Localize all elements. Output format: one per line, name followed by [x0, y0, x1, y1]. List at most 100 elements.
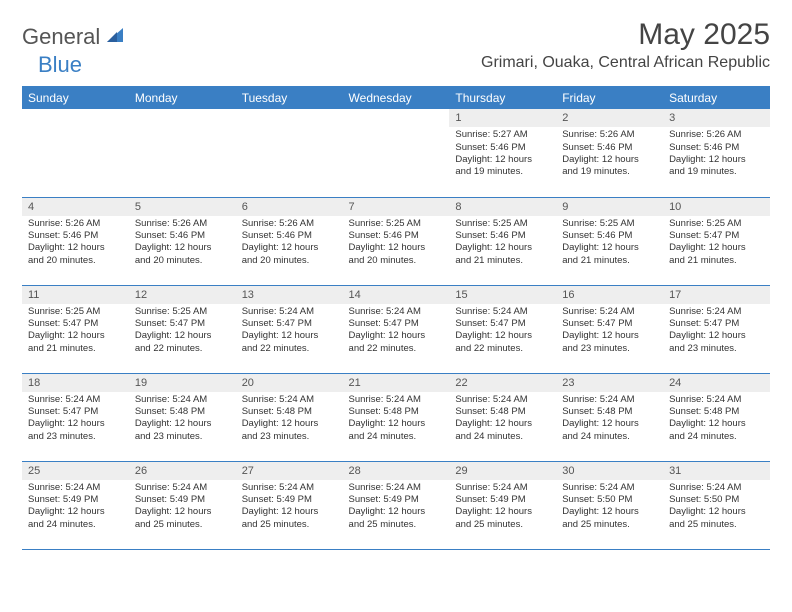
sunrise-line: Sunrise: 5:24 AM — [562, 306, 657, 318]
day-number: 2 — [556, 109, 663, 127]
day-details: Sunrise: 5:24 AMSunset: 5:49 PMDaylight:… — [236, 480, 343, 535]
sunset-line: Sunset: 5:47 PM — [669, 318, 764, 330]
sunrise-line: Sunrise: 5:26 AM — [242, 218, 337, 230]
day-details: Sunrise: 5:24 AMSunset: 5:50 PMDaylight:… — [663, 480, 770, 535]
day-number: 18 — [22, 374, 129, 392]
daylight-line: Daylight: 12 hours and 25 minutes. — [135, 506, 230, 531]
calendar-day-cell: 10Sunrise: 5:25 AMSunset: 5:47 PMDayligh… — [663, 197, 770, 285]
day-number: 6 — [236, 198, 343, 216]
day-details: Sunrise: 5:25 AMSunset: 5:46 PMDaylight:… — [449, 216, 556, 271]
calendar-day-cell: 25Sunrise: 5:24 AMSunset: 5:49 PMDayligh… — [22, 461, 129, 549]
calendar-day-cell: 30Sunrise: 5:24 AMSunset: 5:50 PMDayligh… — [556, 461, 663, 549]
daylight-line: Daylight: 12 hours and 25 minutes. — [669, 506, 764, 531]
day-number: 17 — [663, 286, 770, 304]
calendar-day-cell: 22Sunrise: 5:24 AMSunset: 5:48 PMDayligh… — [449, 373, 556, 461]
calendar-week-row: 4Sunrise: 5:26 AMSunset: 5:46 PMDaylight… — [22, 197, 770, 285]
calendar-day-cell: 18Sunrise: 5:24 AMSunset: 5:47 PMDayligh… — [22, 373, 129, 461]
day-number: 11 — [22, 286, 129, 304]
sunset-line: Sunset: 5:49 PM — [349, 494, 444, 506]
calendar-day-cell: 19Sunrise: 5:24 AMSunset: 5:48 PMDayligh… — [129, 373, 236, 461]
sunrise-line: Sunrise: 5:26 AM — [562, 129, 657, 141]
brand-part2: Blue — [38, 52, 82, 78]
sunset-line: Sunset: 5:46 PM — [669, 142, 764, 154]
calendar-day-cell — [343, 109, 450, 197]
location: Grimari, Ouaka, Central African Republic — [481, 54, 770, 72]
calendar-day-cell: 26Sunrise: 5:24 AMSunset: 5:49 PMDayligh… — [129, 461, 236, 549]
sunset-line: Sunset: 5:47 PM — [242, 318, 337, 330]
day-number: 13 — [236, 286, 343, 304]
calendar-week-row: 25Sunrise: 5:24 AMSunset: 5:49 PMDayligh… — [22, 461, 770, 549]
day-details: Sunrise: 5:25 AMSunset: 5:47 PMDaylight:… — [22, 304, 129, 359]
calendar-day-cell: 5Sunrise: 5:26 AMSunset: 5:46 PMDaylight… — [129, 197, 236, 285]
day-number: 4 — [22, 198, 129, 216]
sunrise-line: Sunrise: 5:24 AM — [242, 482, 337, 494]
daylight-line: Daylight: 12 hours and 24 minutes. — [669, 418, 764, 443]
sunset-line: Sunset: 5:47 PM — [135, 318, 230, 330]
daylight-line: Daylight: 12 hours and 22 minutes. — [349, 330, 444, 355]
calendar-table: SundayMondayTuesdayWednesdayThursdayFrid… — [22, 86, 770, 550]
daylight-line: Daylight: 12 hours and 23 minutes. — [562, 330, 657, 355]
sunrise-line: Sunrise: 5:24 AM — [669, 482, 764, 494]
sunrise-line: Sunrise: 5:26 AM — [669, 129, 764, 141]
sunrise-line: Sunrise: 5:25 AM — [349, 218, 444, 230]
day-details: Sunrise: 5:24 AMSunset: 5:47 PMDaylight:… — [556, 304, 663, 359]
day-number: 7 — [343, 198, 450, 216]
day-details: Sunrise: 5:24 AMSunset: 5:49 PMDaylight:… — [22, 480, 129, 535]
sunrise-line: Sunrise: 5:24 AM — [455, 394, 550, 406]
day-number: 21 — [343, 374, 450, 392]
weekday-header: Tuesday — [236, 87, 343, 110]
sunset-line: Sunset: 5:46 PM — [562, 142, 657, 154]
sunrise-line: Sunrise: 5:24 AM — [349, 482, 444, 494]
day-number: 9 — [556, 198, 663, 216]
daylight-line: Daylight: 12 hours and 21 minutes. — [669, 242, 764, 267]
day-details: Sunrise: 5:25 AMSunset: 5:46 PMDaylight:… — [556, 216, 663, 271]
daylight-line: Daylight: 12 hours and 19 minutes. — [669, 154, 764, 179]
sunrise-line: Sunrise: 5:24 AM — [242, 306, 337, 318]
day-details: Sunrise: 5:27 AMSunset: 5:46 PMDaylight:… — [449, 127, 556, 182]
sunset-line: Sunset: 5:50 PM — [562, 494, 657, 506]
day-number: 14 — [343, 286, 450, 304]
daylight-line: Daylight: 12 hours and 24 minutes. — [455, 418, 550, 443]
day-number: 22 — [449, 374, 556, 392]
day-details: Sunrise: 5:24 AMSunset: 5:47 PMDaylight:… — [343, 304, 450, 359]
day-details: Sunrise: 5:26 AMSunset: 5:46 PMDaylight:… — [22, 216, 129, 271]
sunset-line: Sunset: 5:47 PM — [28, 406, 123, 418]
daylight-line: Daylight: 12 hours and 19 minutes. — [562, 154, 657, 179]
day-number: 20 — [236, 374, 343, 392]
sunset-line: Sunset: 5:47 PM — [562, 318, 657, 330]
sunset-line: Sunset: 5:47 PM — [455, 318, 550, 330]
calendar-day-cell: 20Sunrise: 5:24 AMSunset: 5:48 PMDayligh… — [236, 373, 343, 461]
sunrise-line: Sunrise: 5:25 AM — [28, 306, 123, 318]
sunset-line: Sunset: 5:49 PM — [455, 494, 550, 506]
day-details: Sunrise: 5:24 AMSunset: 5:47 PMDaylight:… — [236, 304, 343, 359]
calendar-day-cell: 29Sunrise: 5:24 AMSunset: 5:49 PMDayligh… — [449, 461, 556, 549]
sunrise-line: Sunrise: 5:25 AM — [562, 218, 657, 230]
day-details: Sunrise: 5:24 AMSunset: 5:47 PMDaylight:… — [449, 304, 556, 359]
daylight-line: Daylight: 12 hours and 24 minutes. — [562, 418, 657, 443]
sunset-line: Sunset: 5:46 PM — [455, 230, 550, 242]
day-number: 23 — [556, 374, 663, 392]
daylight-line: Daylight: 12 hours and 25 minutes. — [455, 506, 550, 531]
calendar-day-cell — [236, 109, 343, 197]
daylight-line: Daylight: 12 hours and 22 minutes. — [455, 330, 550, 355]
sunrise-line: Sunrise: 5:24 AM — [349, 306, 444, 318]
day-number: 25 — [22, 462, 129, 480]
weekday-header: Saturday — [663, 87, 770, 110]
sunrise-line: Sunrise: 5:24 AM — [669, 306, 764, 318]
calendar-day-cell: 31Sunrise: 5:24 AMSunset: 5:50 PMDayligh… — [663, 461, 770, 549]
sunset-line: Sunset: 5:49 PM — [135, 494, 230, 506]
sunrise-line: Sunrise: 5:24 AM — [28, 482, 123, 494]
sunrise-line: Sunrise: 5:25 AM — [669, 218, 764, 230]
day-details: Sunrise: 5:25 AMSunset: 5:47 PMDaylight:… — [663, 216, 770, 271]
calendar-day-cell: 1Sunrise: 5:27 AMSunset: 5:46 PMDaylight… — [449, 109, 556, 197]
day-details: Sunrise: 5:26 AMSunset: 5:46 PMDaylight:… — [236, 216, 343, 271]
calendar-day-cell: 17Sunrise: 5:24 AMSunset: 5:47 PMDayligh… — [663, 285, 770, 373]
sunrise-line: Sunrise: 5:25 AM — [455, 218, 550, 230]
day-details: Sunrise: 5:24 AMSunset: 5:49 PMDaylight:… — [343, 480, 450, 535]
sunrise-line: Sunrise: 5:26 AM — [135, 218, 230, 230]
weekday-header: Wednesday — [343, 87, 450, 110]
calendar-day-cell — [129, 109, 236, 197]
day-details: Sunrise: 5:25 AMSunset: 5:47 PMDaylight:… — [129, 304, 236, 359]
day-number: 8 — [449, 198, 556, 216]
daylight-line: Daylight: 12 hours and 21 minutes. — [562, 242, 657, 267]
